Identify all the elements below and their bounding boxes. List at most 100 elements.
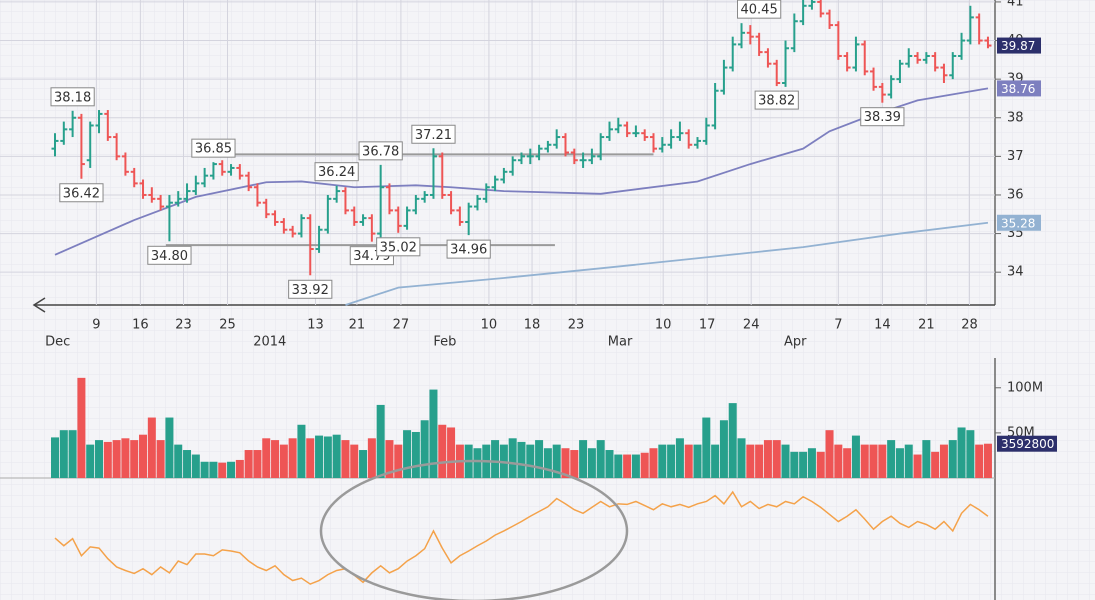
volume-bar — [218, 462, 227, 478]
x-month-label: Mar — [608, 335, 633, 350]
price-bars — [51, 0, 992, 276]
x-tick-label: 21 — [918, 318, 935, 333]
annotation-label: 36.24 — [318, 165, 355, 180]
annotation-box — [59, 183, 104, 203]
x-tick-label: 23 — [568, 318, 585, 333]
volume-bar — [851, 435, 860, 478]
volume-bar — [746, 444, 755, 478]
value-badge-label: 35.28 — [1001, 216, 1035, 230]
volume-bar — [640, 452, 649, 478]
volume-bar — [702, 417, 711, 478]
volume-bar — [816, 451, 825, 478]
volume-bar — [367, 438, 376, 478]
volume-bar — [957, 427, 966, 478]
volume-bar — [95, 440, 104, 478]
volume-bar — [200, 461, 209, 478]
volume-bar — [376, 404, 385, 478]
volume-bar — [121, 438, 130, 478]
annotation-box — [358, 141, 403, 161]
volume-bar — [508, 438, 517, 478]
volume-bar — [807, 448, 816, 478]
y-tick-label: 100M — [1007, 380, 1043, 395]
volume-bar — [403, 430, 412, 478]
annotation-box — [754, 90, 799, 110]
moving-average — [345, 221, 989, 306]
x-tick-label: 7 — [834, 318, 842, 333]
volume-bar — [605, 450, 614, 478]
arrow-head — [32, 297, 46, 313]
moving-average — [54, 87, 989, 256]
annotation-box — [411, 124, 456, 144]
x-tick-label: 16 — [132, 318, 149, 333]
x-month-label: Apr — [784, 335, 807, 350]
volume-bar — [834, 444, 843, 478]
volume-bar — [68, 430, 77, 478]
volume-bar — [904, 444, 913, 478]
value-badge — [997, 80, 1041, 97]
annotation-box — [147, 245, 192, 265]
volume-bar — [728, 403, 737, 478]
annotation-box — [288, 279, 333, 299]
x-tick-label: 14 — [874, 318, 891, 333]
volume-bar — [825, 430, 834, 478]
annotation-box — [860, 107, 905, 127]
volume-bar — [587, 448, 596, 478]
y-tick-label: 41 — [1007, 0, 1024, 9]
x-tick-label: 9 — [92, 318, 100, 333]
volume-bar — [675, 438, 684, 478]
volume-bar — [209, 461, 218, 478]
x-tick-label: 13 — [307, 318, 324, 333]
x-month-label: Feb — [433, 335, 456, 350]
annotation-box — [191, 138, 236, 158]
annotation-label: 35.02 — [380, 240, 417, 255]
annotation-label: 36.78 — [362, 144, 399, 159]
volume-bar — [359, 450, 368, 478]
volume-bar — [711, 444, 720, 478]
volume-bar — [631, 454, 640, 478]
oscillator-line — [54, 490, 989, 585]
volume-bar — [719, 420, 728, 478]
volume-bar — [262, 438, 271, 478]
volume-bar — [227, 461, 236, 478]
annotation-label: 38.39 — [864, 110, 901, 125]
annotation-label: 33.92 — [292, 283, 329, 298]
volume-bar — [667, 444, 676, 478]
x-tick-label: 10 — [481, 318, 498, 333]
x-tick-label: 18 — [524, 318, 541, 333]
volume-bar — [579, 440, 588, 478]
volume-bar — [887, 440, 896, 478]
annotation-box — [50, 87, 95, 107]
volume-bar — [491, 440, 500, 478]
volume-bar — [517, 441, 526, 478]
volume-bar — [112, 440, 121, 478]
volume-bar — [77, 377, 86, 478]
volume-bar — [878, 444, 887, 478]
volume-bar — [895, 448, 904, 478]
y-tick-label: 38 — [1007, 110, 1024, 125]
volume-bar — [306, 438, 315, 478]
volume-bar — [429, 389, 438, 478]
x-tick-label: 10 — [655, 318, 672, 333]
volume-bar — [147, 417, 156, 478]
volume-bar — [315, 435, 324, 478]
volume-bar — [781, 444, 790, 478]
x-month-label: Dec — [45, 335, 70, 350]
volume-bar — [165, 417, 174, 478]
volume-bar — [350, 444, 359, 478]
x-tick-label: 17 — [699, 318, 716, 333]
volume-bar — [684, 444, 693, 478]
volume-bar — [649, 448, 658, 478]
volume-bar — [183, 450, 192, 478]
volume-bar — [939, 444, 948, 478]
volume-bar — [931, 451, 940, 478]
volume-bar — [799, 451, 808, 478]
x-tick-label: 24 — [743, 318, 760, 333]
volume-bar — [156, 440, 165, 478]
volume-bar — [570, 450, 579, 478]
volume-bar — [843, 448, 852, 478]
y-tick-label: 34 — [1007, 265, 1024, 280]
volume-bar — [174, 444, 183, 478]
volume-bar — [341, 440, 350, 478]
volume-bar — [966, 430, 975, 478]
y-tick-label: 36 — [1007, 187, 1024, 202]
